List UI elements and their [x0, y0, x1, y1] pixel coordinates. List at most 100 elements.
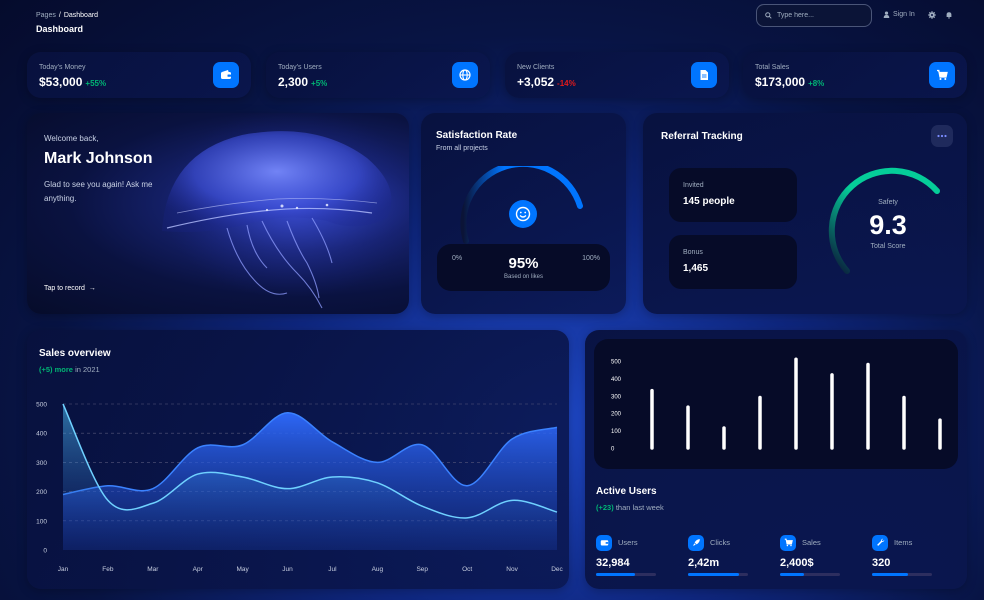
- cart-icon: [937, 69, 948, 80]
- more-options-button[interactable]: [931, 125, 953, 147]
- metric-value: 2,400$: [780, 557, 814, 569]
- sign-in-label: Sign In: [893, 11, 915, 18]
- sales-overview-card: Sales overview (+5) more in 2021 0 100 200…: [27, 330, 569, 589]
- y-tick-label: 100: [36, 518, 47, 525]
- stat-change: +55%: [85, 79, 107, 88]
- page-title: Dashboard: [36, 24, 84, 34]
- stat-value: $173,000 +8%: [755, 75, 825, 89]
- bonus-label: Bonus: [683, 249, 703, 256]
- x-tick-label: Dec: [551, 566, 563, 573]
- x-tick-label: Sep: [416, 566, 428, 573]
- breadcrumb-parent[interactable]: Pages: [36, 12, 56, 19]
- y-tick-label: 0: [43, 548, 47, 555]
- metric-label: Items: [894, 538, 913, 548]
- bell-icon[interactable]: [945, 11, 953, 19]
- wallet-icon: [221, 70, 231, 79]
- metric-items: Items 320: [872, 534, 952, 576]
- stat-value: 2,300 +5%: [278, 75, 328, 89]
- stat-label: Today's Users: [278, 64, 322, 71]
- jellyfish-image: [162, 113, 409, 309]
- metric-value: 32,984: [596, 557, 630, 569]
- sales-area-chart: 0 100 200 300 400 500 Jan Feb Mar Apr May Jun Jul Aug…: [36, 402, 563, 574]
- satisfaction-card: Satisfaction Rate From all projects 0% 1…: [421, 113, 626, 314]
- document-icon: [700, 70, 708, 80]
- stat-icon-box: [213, 62, 239, 88]
- more-horizontal-icon: [937, 134, 947, 138]
- series-area: [63, 404, 557, 550]
- y-tick-label: 500: [611, 360, 622, 366]
- search-box[interactable]: [756, 4, 872, 27]
- referral-title: Referral Tracking: [661, 131, 743, 142]
- x-tick-label: Jan: [58, 566, 69, 573]
- globe-icon: [459, 69, 471, 81]
- x-tick-label: Mar: [147, 566, 159, 573]
- y-tick-label: 500: [36, 402, 47, 409]
- metric-progress: [688, 573, 748, 576]
- arrow-right-icon: →: [88, 285, 96, 292]
- stat-card-clients: New Clients +3,052 -14%: [505, 52, 729, 98]
- metric-value: 2,42m: [688, 557, 720, 569]
- metric-label: Sales: [802, 538, 821, 548]
- metric-label: Users: [618, 538, 638, 548]
- bonus-box: Bonus 1,465: [669, 235, 797, 289]
- x-tick-label: Jul: [328, 566, 337, 573]
- user-icon: [883, 11, 890, 18]
- breadcrumb-separator: /: [58, 12, 61, 19]
- metric-value: 320: [872, 557, 891, 569]
- safety-label: Safety: [878, 199, 898, 206]
- satisfaction-value-panel: 0% 100% 95% Based on likes: [437, 244, 610, 291]
- wrench-icon: [872, 534, 888, 551]
- gauge-max-label: 100%: [582, 255, 600, 262]
- satisfaction-title: Satisfaction Rate: [436, 130, 518, 141]
- referral-card: Referral Tracking Invited 145 people Bon…: [643, 113, 967, 314]
- wallet-icon: [596, 534, 612, 551]
- y-tick-label: 100: [611, 429, 622, 435]
- stat-label: New Clients: [517, 64, 555, 71]
- metric-progress: [596, 573, 656, 576]
- satisfaction-caption: Based on likes: [503, 274, 544, 280]
- tap-to-record-link[interactable]: Tap to record →: [44, 285, 96, 292]
- cart-icon: [780, 534, 796, 551]
- metric-progress-fill: [596, 573, 635, 576]
- active-users-bar-chart: 0 100 200 300 400 500: [611, 357, 942, 453]
- sales-overview-title: Sales overview: [39, 348, 111, 359]
- stat-icon-box: [929, 62, 955, 88]
- bonus-value: 1,465: [683, 263, 709, 274]
- search-icon: [765, 12, 772, 19]
- active-users-subtitle: (+23) than last week: [596, 503, 664, 512]
- stat-change: +8%: [808, 79, 825, 88]
- series-line: [62, 403, 558, 519]
- x-tick-label: Feb: [102, 566, 114, 573]
- breadcrumb: Pages / Dashboard: [36, 12, 98, 19]
- metric-label: Clicks: [710, 538, 730, 548]
- x-tick-label: May: [236, 566, 249, 573]
- smile-icon: [509, 200, 537, 228]
- satisfaction-subtitle: From all projects: [436, 145, 488, 152]
- y-tick-label: 200: [611, 412, 622, 418]
- metric-sales: Sales 2,400$: [780, 534, 860, 576]
- active-users-title: Active Users: [596, 486, 657, 497]
- x-tick-label: Apr: [193, 566, 204, 573]
- y-tick-label: 300: [611, 394, 622, 400]
- y-tick-label: 200: [36, 489, 47, 496]
- stat-value: $53,000 +55%: [39, 75, 107, 89]
- y-tick-label: 400: [611, 377, 622, 383]
- satisfaction-gauge: [460, 166, 583, 244]
- sign-in-link[interactable]: Sign In: [883, 11, 915, 18]
- user-name: Mark Johnson: [44, 150, 153, 167]
- series-line: [62, 412, 558, 496]
- metric-progress: [872, 573, 932, 576]
- invited-box: Invited 145 people: [669, 168, 797, 222]
- gear-icon[interactable]: [928, 11, 936, 19]
- sales-overview-subtitle: (+5) more in 2021: [39, 365, 100, 374]
- stat-card-money: Today's Money $53,000 +55%: [27, 52, 251, 98]
- stat-change: -14%: [557, 79, 576, 88]
- active-users-bar-panel: 0 100 200 300 400 500: [594, 339, 958, 469]
- total-score-label: Total Score: [870, 243, 906, 250]
- metric-clicks: Clicks 2,42m: [688, 534, 768, 576]
- breadcrumb-current: Dashboard: [63, 12, 99, 19]
- rocket-icon: [688, 534, 704, 551]
- search-input[interactable]: [777, 12, 857, 19]
- y-tick-label: 0: [611, 447, 615, 453]
- welcome-greeting: Welcome back,: [44, 134, 99, 143]
